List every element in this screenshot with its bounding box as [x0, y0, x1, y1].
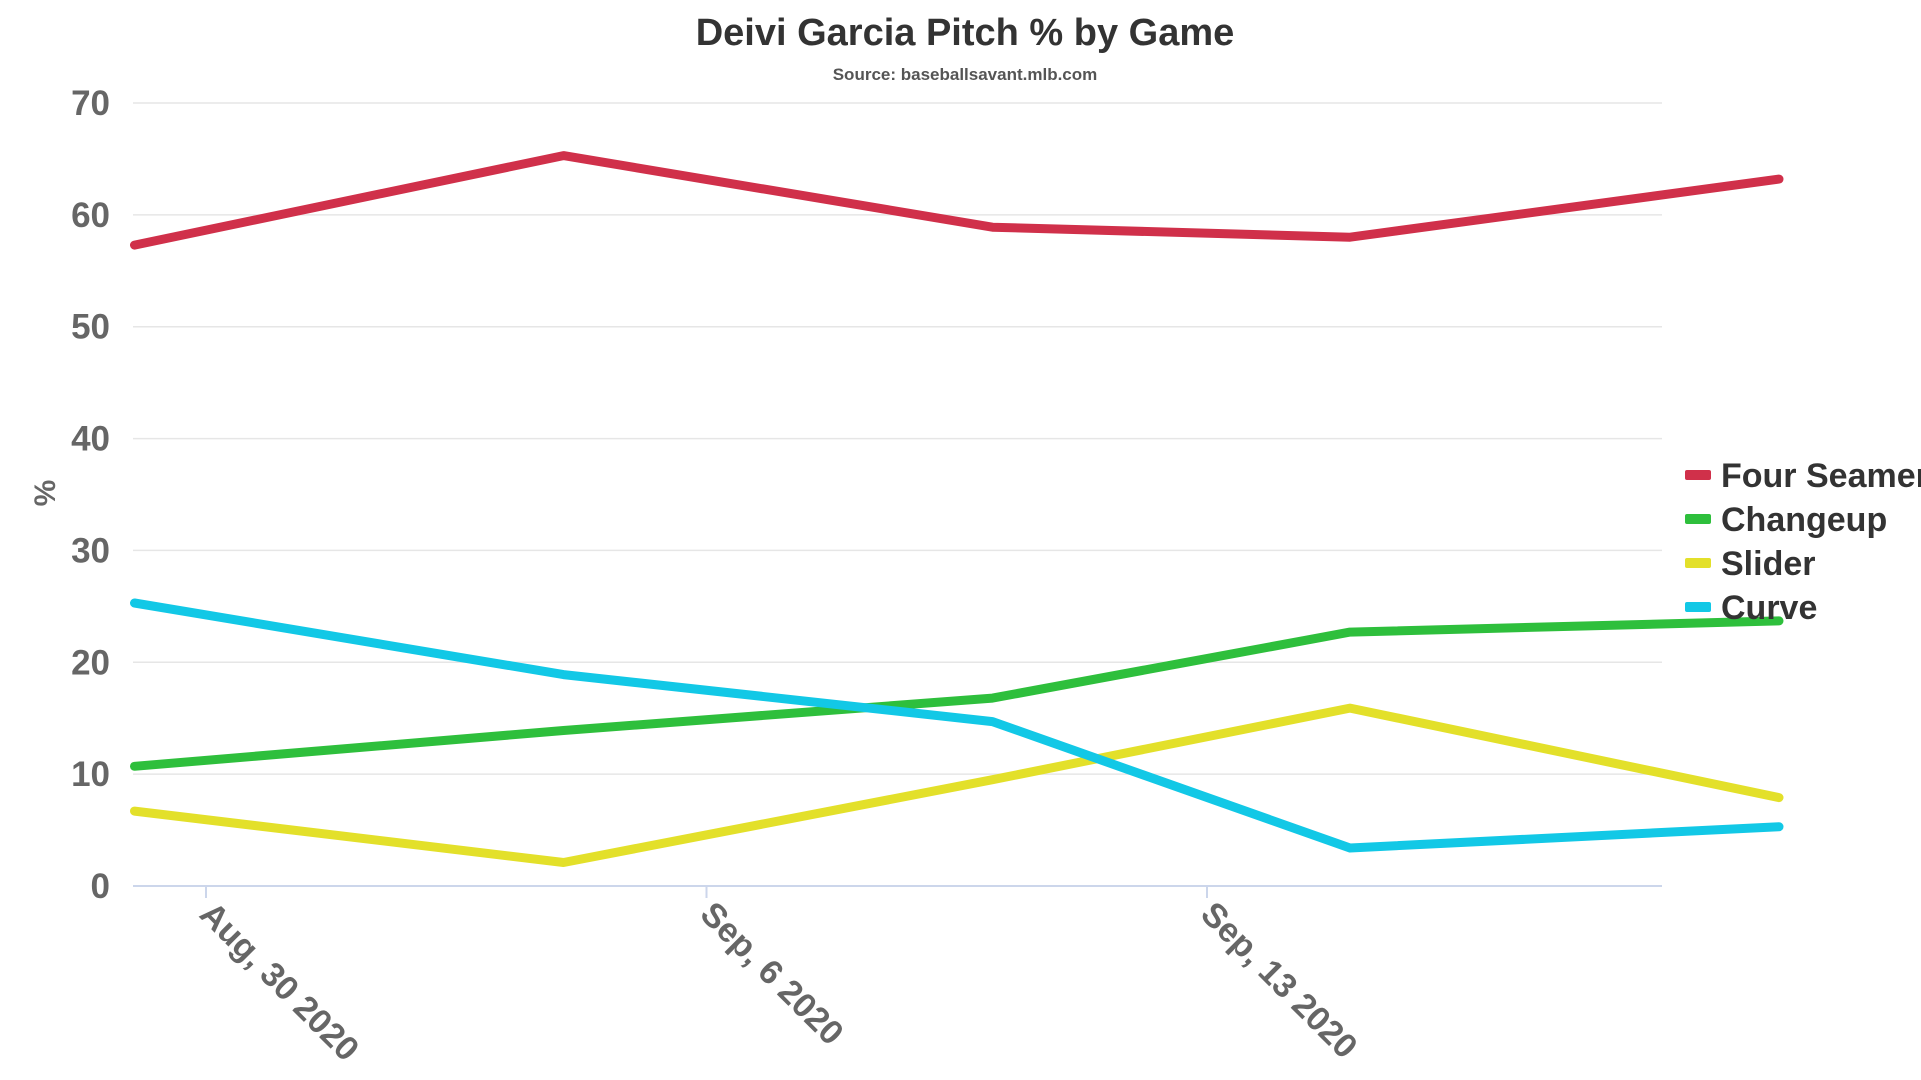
- legend-label: Slider: [1721, 545, 1815, 583]
- y-tick-label: 30: [71, 531, 110, 570]
- y-tick-label: 60: [71, 196, 110, 235]
- y-axis: 0 10 20 30 40 50 60 70: [71, 84, 110, 906]
- legend-item[interactable]: Curve: [1685, 589, 1817, 627]
- series-line-four-seamer[interactable]: [130, 151, 1784, 250]
- y-tick-label: 40: [71, 420, 110, 459]
- legend-item[interactable]: Changeup: [1685, 501, 1887, 539]
- legend[interactable]: Four Seamer Changeup Slider Curve: [1685, 457, 1921, 627]
- legend-swatch: [1685, 514, 1711, 524]
- series-line-curve[interactable]: [130, 598, 1784, 853]
- series-lines: [130, 151, 1784, 867]
- y-tick-label: 70: [71, 84, 110, 123]
- legend-swatch: [1685, 470, 1711, 480]
- legend-item[interactable]: Four Seamer: [1685, 457, 1921, 495]
- gridlines: [133, 102, 1662, 775]
- chart-title: Deivi Garcia Pitch % by Game: [696, 12, 1235, 54]
- y-tick-label: 20: [71, 643, 110, 682]
- legend-label: Four Seamer: [1721, 457, 1921, 495]
- y-tick-label: 50: [71, 308, 110, 347]
- y-tick-label: 10: [71, 755, 110, 794]
- legend-label: Curve: [1721, 589, 1817, 627]
- x-tick-label: Aug, 30 2020: [192, 895, 366, 1069]
- x-axis: Aug, 30 2020 Sep, 6 2020 Sep, 13 2020: [133, 885, 1662, 1069]
- legend-swatch: [1685, 602, 1711, 612]
- legend-label: Changeup: [1721, 501, 1887, 539]
- legend-item[interactable]: Slider: [1685, 545, 1815, 583]
- x-tick-label: Sep, 13 2020: [1193, 895, 1364, 1066]
- series-line-slider[interactable]: [130, 703, 1784, 867]
- chart-subtitle: Source: baseballsavant.mlb.com: [833, 65, 1098, 84]
- series-line-changeup[interactable]: [130, 616, 1784, 771]
- y-axis-title: %: [29, 480, 62, 507]
- legend-swatch: [1685, 558, 1711, 568]
- y-tick-label: 0: [91, 867, 110, 906]
- x-tick-label: Sep, 6 2020: [693, 895, 851, 1053]
